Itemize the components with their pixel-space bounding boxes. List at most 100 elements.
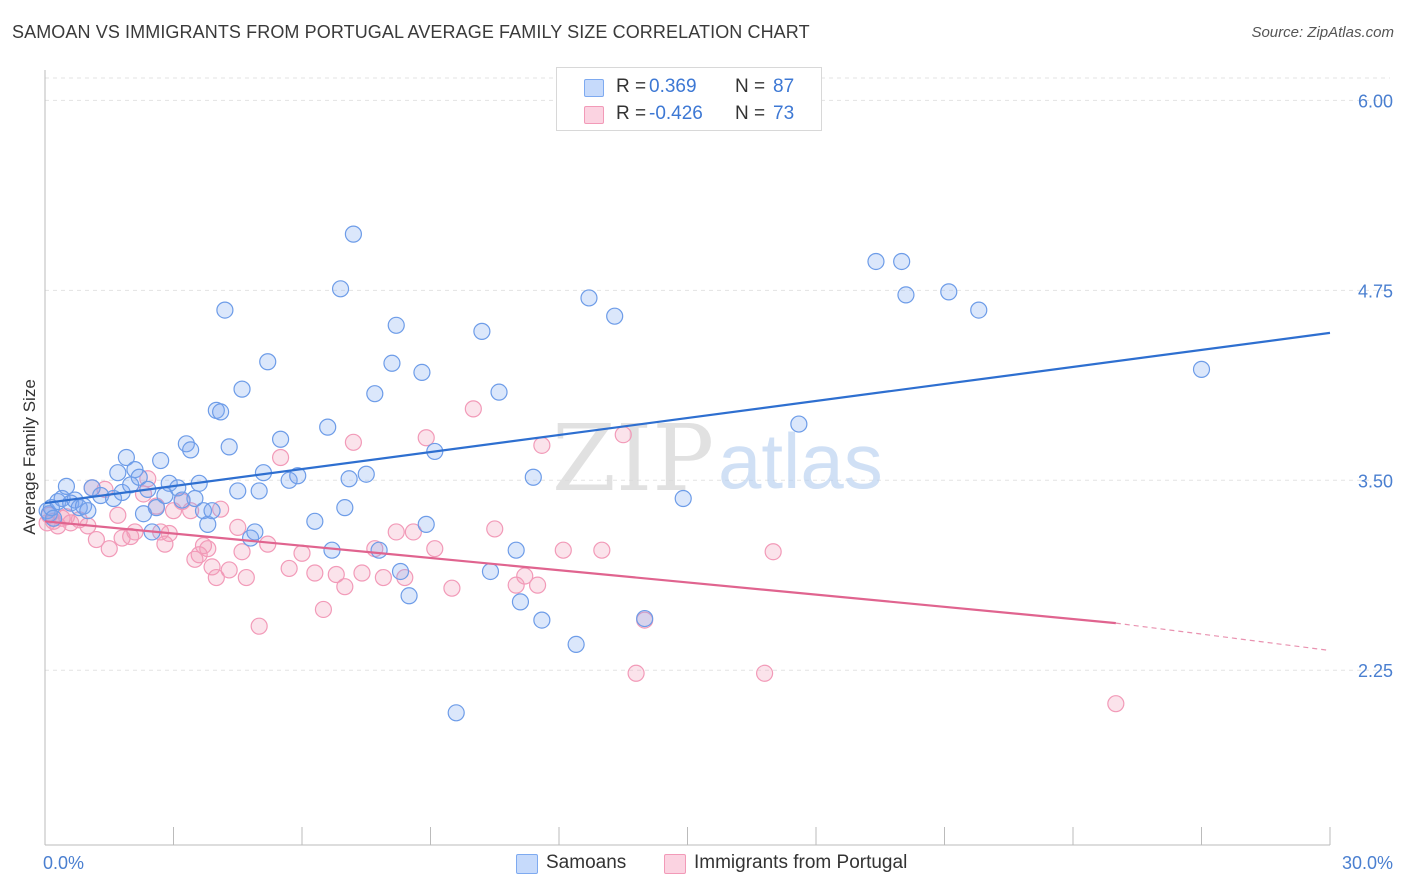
samoan-point <box>867 252 885 271</box>
portugal-point <box>533 436 551 454</box>
samoan-point <box>109 464 127 482</box>
samoan-point <box>203 502 221 520</box>
portugal-point <box>271 448 290 467</box>
samoan-point <box>173 491 191 509</box>
tick-labels: 2.25 3.50 4.75 6.00 0.0% 30.0% <box>43 91 1393 873</box>
samoans-trend-line <box>44 331 1331 505</box>
portugal-point <box>404 523 422 541</box>
samoan-point <box>481 562 500 581</box>
y-axis-label: Average Family Size <box>20 379 39 535</box>
samoan-point <box>216 301 234 319</box>
portugal-point <box>417 429 435 447</box>
legend-row-samoans: R = 0.369 N = 87 <box>557 74 821 102</box>
samoan-point <box>212 403 230 421</box>
correlation-legend: R = 0.369 N = 87 R = -0.426 N = 73 <box>556 67 822 131</box>
samoan-point <box>147 499 165 517</box>
samoan-point <box>897 286 915 304</box>
portugal-point <box>486 520 504 538</box>
watermark-zip: ZIP <box>552 405 714 512</box>
samoan-point <box>370 541 388 559</box>
portugal-point <box>374 568 392 587</box>
samoan-point <box>417 515 435 533</box>
samoan-point <box>344 225 362 243</box>
portugal-point <box>237 568 255 587</box>
samoan-point <box>413 363 431 382</box>
y-tick-label: 4.75 <box>1358 281 1393 301</box>
portugal-point <box>528 576 547 594</box>
samoan-point <box>130 468 148 486</box>
portugal-point <box>87 530 106 549</box>
portugal-point <box>353 564 371 582</box>
samoan-point <box>400 587 418 605</box>
samoan-point <box>280 471 298 489</box>
legend-r-value: 0.369 <box>649 76 697 97</box>
portugal-trend-line <box>44 520 1116 625</box>
x-tick-label-max: 30.0% <box>1342 853 1393 873</box>
samoan-point <box>233 380 251 398</box>
legend-n-label: N = <box>735 103 766 124</box>
portugal-point <box>212 500 230 518</box>
bottom-legend-swatch-portugal <box>664 854 686 874</box>
legend-r-label: R = <box>616 76 647 97</box>
portugal-point <box>327 565 345 584</box>
bottom-legend-swatch-samoans <box>516 854 538 874</box>
samoan-point <box>511 593 530 611</box>
samoan-point <box>199 515 217 533</box>
trend-lines <box>44 331 1331 652</box>
source-label: Source: ZipAtlas.com <box>1251 24 1394 41</box>
portugal-point <box>203 558 221 576</box>
portugal-point <box>593 541 611 559</box>
portugal-point <box>109 506 127 524</box>
samoan-point <box>473 322 491 340</box>
portugal-point <box>507 576 525 594</box>
legend-n-label: N = <box>735 76 766 97</box>
portugal-point <box>280 559 298 578</box>
portugal-point <box>220 561 238 579</box>
samoan-point <box>289 467 307 485</box>
samoan-point <box>152 451 170 470</box>
portugal-point <box>306 564 324 582</box>
chart-title: SAMOAN VS IMMIGRANTS FROM PORTUGAL AVERA… <box>12 22 810 42</box>
samoan-point <box>271 430 290 448</box>
samoan-point <box>259 353 277 371</box>
portugal-point <box>314 600 333 619</box>
samoan-point <box>636 609 654 628</box>
samoan-point <box>447 704 465 722</box>
x-tick-label-min: 0.0% <box>43 853 84 873</box>
legend-swatch-samoans <box>584 79 604 97</box>
portugal-point <box>199 540 217 558</box>
portugal-point <box>627 664 645 682</box>
samoan-point <box>44 509 63 527</box>
portugal-point <box>293 544 311 562</box>
samoan-point <box>366 385 384 403</box>
samoan-point <box>490 383 508 401</box>
portugal-point <box>1107 695 1125 713</box>
samoan-point <box>250 482 268 500</box>
portugal-point <box>126 523 144 541</box>
portugal-point <box>387 523 405 541</box>
samoan-point <box>357 465 375 483</box>
samoan-point <box>580 289 598 307</box>
legend-swatch-portugal <box>584 106 604 124</box>
samoan-point <box>674 489 692 508</box>
samoan-point <box>387 316 405 334</box>
samoan-point <box>336 499 354 517</box>
portugal-point <box>190 546 208 564</box>
portugal-point <box>614 426 632 444</box>
portugal-point <box>464 400 482 418</box>
samoan-point <box>331 280 350 298</box>
portugal-point <box>233 543 251 561</box>
portugal-trend-extension <box>1115 622 1331 652</box>
legend-n-value: 73 <box>773 103 795 124</box>
samoan-point <box>524 468 542 486</box>
portugal-point <box>443 579 461 597</box>
samoan-point <box>1192 360 1211 378</box>
bottom-legend-label-samoans: Samoans <box>546 852 627 873</box>
portugal-point <box>336 578 354 596</box>
bottom-legend-label-portugal: Immigrants from Portugal <box>694 852 908 873</box>
samoan-point <box>319 418 337 436</box>
samoan-point <box>57 477 76 495</box>
samoan-point <box>220 438 238 456</box>
portugal-point <box>426 540 444 558</box>
